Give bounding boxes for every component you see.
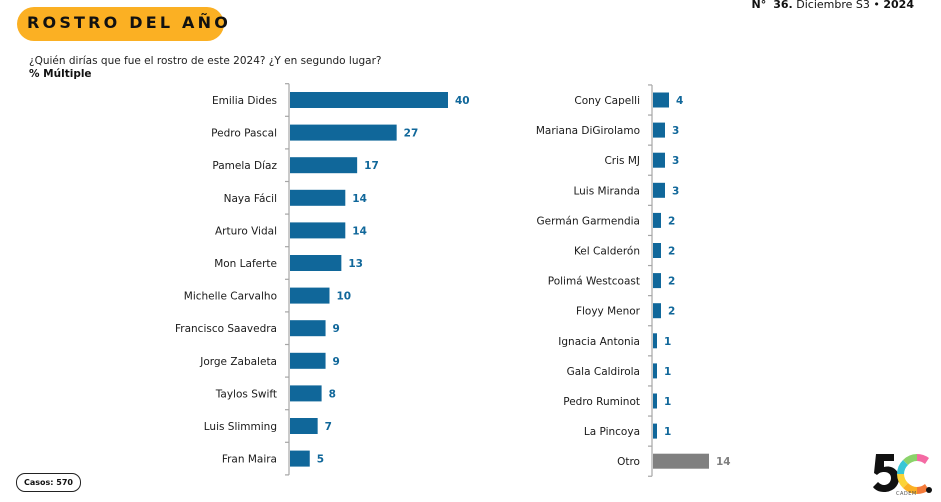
measure-label: % Múltiple — [29, 68, 92, 80]
value-label: 7 — [325, 421, 332, 433]
category-label: Mariana DiGirolamo — [536, 125, 640, 137]
category-label: Naya Fácil — [224, 193, 277, 205]
bar — [653, 273, 661, 289]
category-label: Gala Caldirola — [567, 366, 640, 378]
value-label: 13 — [348, 258, 363, 270]
category-label: Otro — [617, 456, 640, 468]
bar — [653, 122, 665, 138]
bar — [653, 363, 657, 379]
bar — [653, 182, 665, 198]
value-label: 1 — [664, 426, 671, 438]
bar — [290, 385, 322, 402]
category-label: Michelle Carvalho — [184, 291, 277, 303]
cadem-logo-icon — [873, 454, 932, 494]
category-label: Pedro Ruminot — [563, 396, 640, 408]
category-label: Polimá Westcoast — [548, 276, 640, 288]
value-label: 4 — [676, 95, 683, 107]
value-label: 2 — [668, 306, 675, 318]
value-label: 14 — [352, 225, 367, 237]
value-label: 27 — [404, 128, 419, 140]
value-label: 3 — [672, 185, 679, 197]
bar — [290, 352, 326, 369]
category-label: Luis Slimming — [204, 421, 277, 433]
category-label: Cris MJ — [604, 155, 640, 167]
issue-info: N° 36. Diciembre S3 • 2024 — [752, 0, 914, 11]
value-label: 9 — [333, 323, 340, 335]
bar — [653, 303, 661, 319]
value-label: 10 — [337, 291, 352, 303]
category-label: Emilia Dides — [212, 95, 277, 107]
bar — [290, 222, 346, 239]
category-label: Pedro Pascal — [211, 128, 277, 140]
bar — [290, 157, 358, 174]
issue-number: 36. — [773, 0, 793, 11]
value-label: 1 — [664, 366, 671, 378]
title-pill — [17, 7, 224, 41]
logo-caption: CADEM — [896, 491, 917, 497]
issue-period: Diciembre S3 — [796, 0, 870, 11]
category-label: Francisco Saavedra — [175, 323, 277, 335]
value-label: 3 — [672, 125, 679, 137]
bar — [290, 320, 326, 337]
value-label: 17 — [364, 160, 379, 172]
category-label: Floyy Menor — [576, 306, 641, 318]
page-title: ROSTRO DEL AÑO — [27, 13, 232, 32]
bar — [290, 255, 342, 271]
category-label: Cony Capelli — [574, 95, 640, 107]
category-label: Ignacia Antonia — [558, 336, 640, 348]
value-label: 2 — [668, 215, 675, 227]
value-label: 1 — [664, 336, 671, 348]
bar — [653, 92, 669, 108]
bar — [653, 453, 709, 469]
bar — [653, 333, 657, 349]
category-label: Mon Laferte — [214, 258, 277, 270]
bar — [290, 92, 448, 108]
value-label: 14 — [352, 193, 367, 205]
value-label: 14 — [716, 456, 731, 468]
bar — [290, 287, 330, 304]
issue-separator: • — [873, 0, 880, 11]
bar — [653, 423, 657, 439]
bar — [653, 243, 661, 258]
survey-question: ¿Quién dirías que fue el rostro de este … — [29, 55, 382, 67]
bar — [290, 189, 346, 206]
value-label: 8 — [329, 388, 336, 400]
value-label: 3 — [672, 155, 679, 167]
value-label: 40 — [455, 95, 470, 107]
category-label: Kel Calderón — [574, 246, 640, 258]
value-label: 1 — [664, 396, 671, 408]
bar — [653, 393, 657, 409]
value-label: 9 — [333, 356, 340, 368]
bar — [290, 124, 397, 141]
category-label: Jorge Zabaleta — [199, 356, 277, 368]
category-label: Taylos Swift — [215, 388, 277, 400]
category-label: La Pincoya — [584, 426, 640, 438]
bar — [290, 418, 318, 434]
category-label: Fran Maira — [222, 454, 277, 466]
issue-prefix: N° — [751, 0, 767, 11]
value-label: 2 — [668, 276, 675, 288]
bar — [290, 450, 310, 467]
sample-size-badge: Casos: 570 — [16, 473, 81, 492]
bar — [653, 212, 661, 228]
category-label: Germán Garmendia — [537, 215, 640, 227]
value-label: 5 — [317, 454, 324, 466]
category-label: Pamela Díaz — [212, 160, 277, 172]
value-label: 2 — [668, 246, 675, 258]
issue-year: 2024 — [883, 0, 914, 11]
category-label: Luis Miranda — [573, 185, 640, 197]
bar — [653, 152, 665, 168]
category-label: Arturo Vidal — [215, 225, 277, 237]
